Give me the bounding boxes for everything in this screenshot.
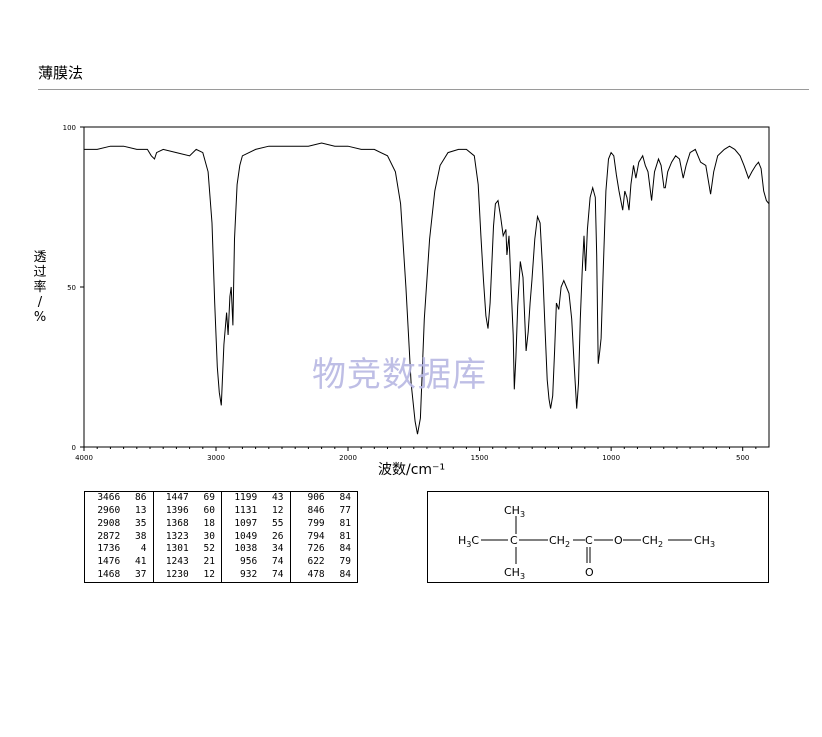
peak-wavenumber: 1368	[165, 517, 189, 529]
peak-table-row: 2908 35 1368 18 1097 55 799 81	[85, 517, 358, 531]
peak-transmittance: 84	[339, 492, 351, 503]
peak-wavenumber: 1476	[97, 556, 121, 568]
peak-wavenumber: 3466	[97, 492, 121, 503]
peak-wavenumber: 1243	[165, 556, 189, 568]
peak-wavenumber: 622	[307, 556, 325, 568]
quaternary-carbon-label: C	[510, 534, 518, 547]
peak-wavenumber: 1049	[234, 530, 258, 542]
peak-transmittance: 13	[123, 504, 154, 518]
terminal-methyl-label: CH3	[694, 534, 715, 549]
peak-wavenumber: 1199	[234, 492, 258, 503]
ir-spectrum-chart: 4000 3000 2000 1500 1000 500 0 50 100	[63, 124, 770, 460]
y-axis-label: 透 过 率 / %	[30, 250, 50, 325]
peak-table: 3466 86 1447 69 1199 43 906 84 2960 13 1396 60 1131 1…	[84, 491, 358, 583]
y-tick-label: 50	[67, 284, 76, 292]
carbonyl-carbon-label: C	[585, 534, 593, 547]
peak-transmittance: 18	[191, 517, 222, 531]
y-axis-label-char: /	[37, 295, 43, 310]
peak-wavenumber: 478	[307, 569, 325, 581]
peak-wavenumber: 1468	[97, 569, 121, 581]
left-methyl-label: H3C	[458, 534, 479, 549]
peak-transmittance: 60	[191, 504, 222, 518]
peak-wavenumber: 2908	[97, 517, 121, 529]
peak-wavenumber: 1230	[165, 569, 189, 581]
peak-transmittance: 79	[339, 556, 351, 568]
peak-table-row: 1476 41 1243 21 956 74 622 79	[85, 556, 358, 570]
peak-wavenumber: 956	[240, 556, 258, 568]
structure-formula: CH3 H3C C CH3 CH2 C O O CH2 CH3	[427, 491, 769, 583]
peak-transmittance: 4	[123, 543, 154, 557]
bottom-methyl-label: CH3	[504, 566, 525, 581]
peak-table-row: 2960 13 1396 60 1131 12 846 77	[85, 504, 358, 518]
peak-table-row: 1736 4 1301 52 1038 34 726 84	[85, 543, 358, 557]
peak-wavenumber: 846	[307, 504, 325, 516]
peak-transmittance: 41	[123, 556, 154, 570]
watermark: 物竞数据库	[312, 355, 487, 395]
peak-wavenumber: 1131	[234, 504, 258, 516]
x-tick-label: 4000	[75, 454, 93, 460]
peak-wavenumber: 794	[307, 530, 325, 542]
peak-transmittance: 74	[260, 569, 291, 583]
peak-transmittance: 81	[339, 517, 351, 529]
y-axis-label-char: 率	[33, 280, 47, 295]
peak-wavenumber: 2872	[97, 530, 121, 542]
x-tick-label: 1500	[471, 454, 489, 460]
peak-transmittance: 26	[260, 530, 291, 544]
peak-transmittance: 12	[191, 569, 222, 583]
x-tick-label: 1000	[602, 454, 620, 460]
peak-transmittance: 52	[191, 543, 222, 557]
peak-transmittance: 69	[191, 491, 222, 505]
peak-wavenumber: 906	[307, 492, 325, 503]
peak-transmittance: 86	[123, 491, 154, 505]
peak-wavenumber: 1396	[165, 504, 189, 516]
peak-wavenumber: 726	[307, 543, 325, 555]
peak-wavenumber: 1038	[234, 543, 258, 555]
peak-transmittance: 43	[260, 491, 291, 505]
top-methyl-label: CH3	[504, 504, 525, 519]
peak-transmittance: 84	[339, 569, 351, 581]
x-axis-label: 波数/cm⁻¹	[378, 462, 446, 478]
y-axis-label-char: 透	[33, 250, 47, 265]
peak-transmittance: 74	[260, 556, 291, 570]
peak-wavenumber: 1736	[97, 543, 121, 555]
peak-transmittance: 34	[260, 543, 291, 557]
peak-wavenumber: 1447	[165, 492, 189, 503]
peak-transmittance: 55	[260, 517, 291, 531]
peak-wavenumber: 932	[240, 569, 258, 581]
y-tick-label: 100	[63, 124, 76, 132]
ester-oxygen-label: O	[614, 534, 623, 547]
peak-transmittance: 77	[339, 504, 351, 516]
peak-wavenumber: 1097	[234, 517, 258, 529]
peak-transmittance: 12	[260, 504, 291, 518]
transmittance-series	[84, 142, 770, 435]
peak-transmittance: 37	[123, 569, 154, 583]
x-tick-label: 3000	[207, 454, 225, 460]
peak-transmittance: 81	[339, 530, 351, 542]
x-tick-label: 2000	[339, 454, 357, 460]
peak-transmittance: 21	[191, 556, 222, 570]
x-tick-label: 500	[736, 454, 749, 460]
y-axis-label-char: 过	[33, 265, 47, 280]
page-title: 薄膜法	[38, 64, 84, 82]
peak-wavenumber: 1301	[165, 543, 189, 555]
y-tick-label: 0	[72, 444, 76, 452]
peak-table-row: 3466 86 1447 69 1199 43 906 84	[85, 491, 358, 505]
peak-table-row: 2872 38 1323 30 1049 26 794 81	[85, 530, 358, 544]
peak-wavenumber: 799	[307, 517, 325, 529]
peak-transmittance: 30	[191, 530, 222, 544]
peak-wavenumber: 1323	[165, 530, 189, 542]
carbonyl-oxygen-label: O	[585, 566, 594, 579]
peak-transmittance: 35	[123, 517, 154, 531]
peak-transmittance: 38	[123, 530, 154, 544]
ethyl-methylene-label: CH2	[642, 534, 663, 549]
y-axis-label-char: %	[33, 310, 47, 325]
methylene-label: CH2	[549, 534, 570, 549]
peak-wavenumber: 2960	[97, 504, 121, 516]
peak-transmittance: 84	[339, 543, 351, 555]
title-divider	[38, 89, 809, 90]
peak-table-row: 1468 37 1230 12 932 74 478 84	[85, 569, 358, 583]
